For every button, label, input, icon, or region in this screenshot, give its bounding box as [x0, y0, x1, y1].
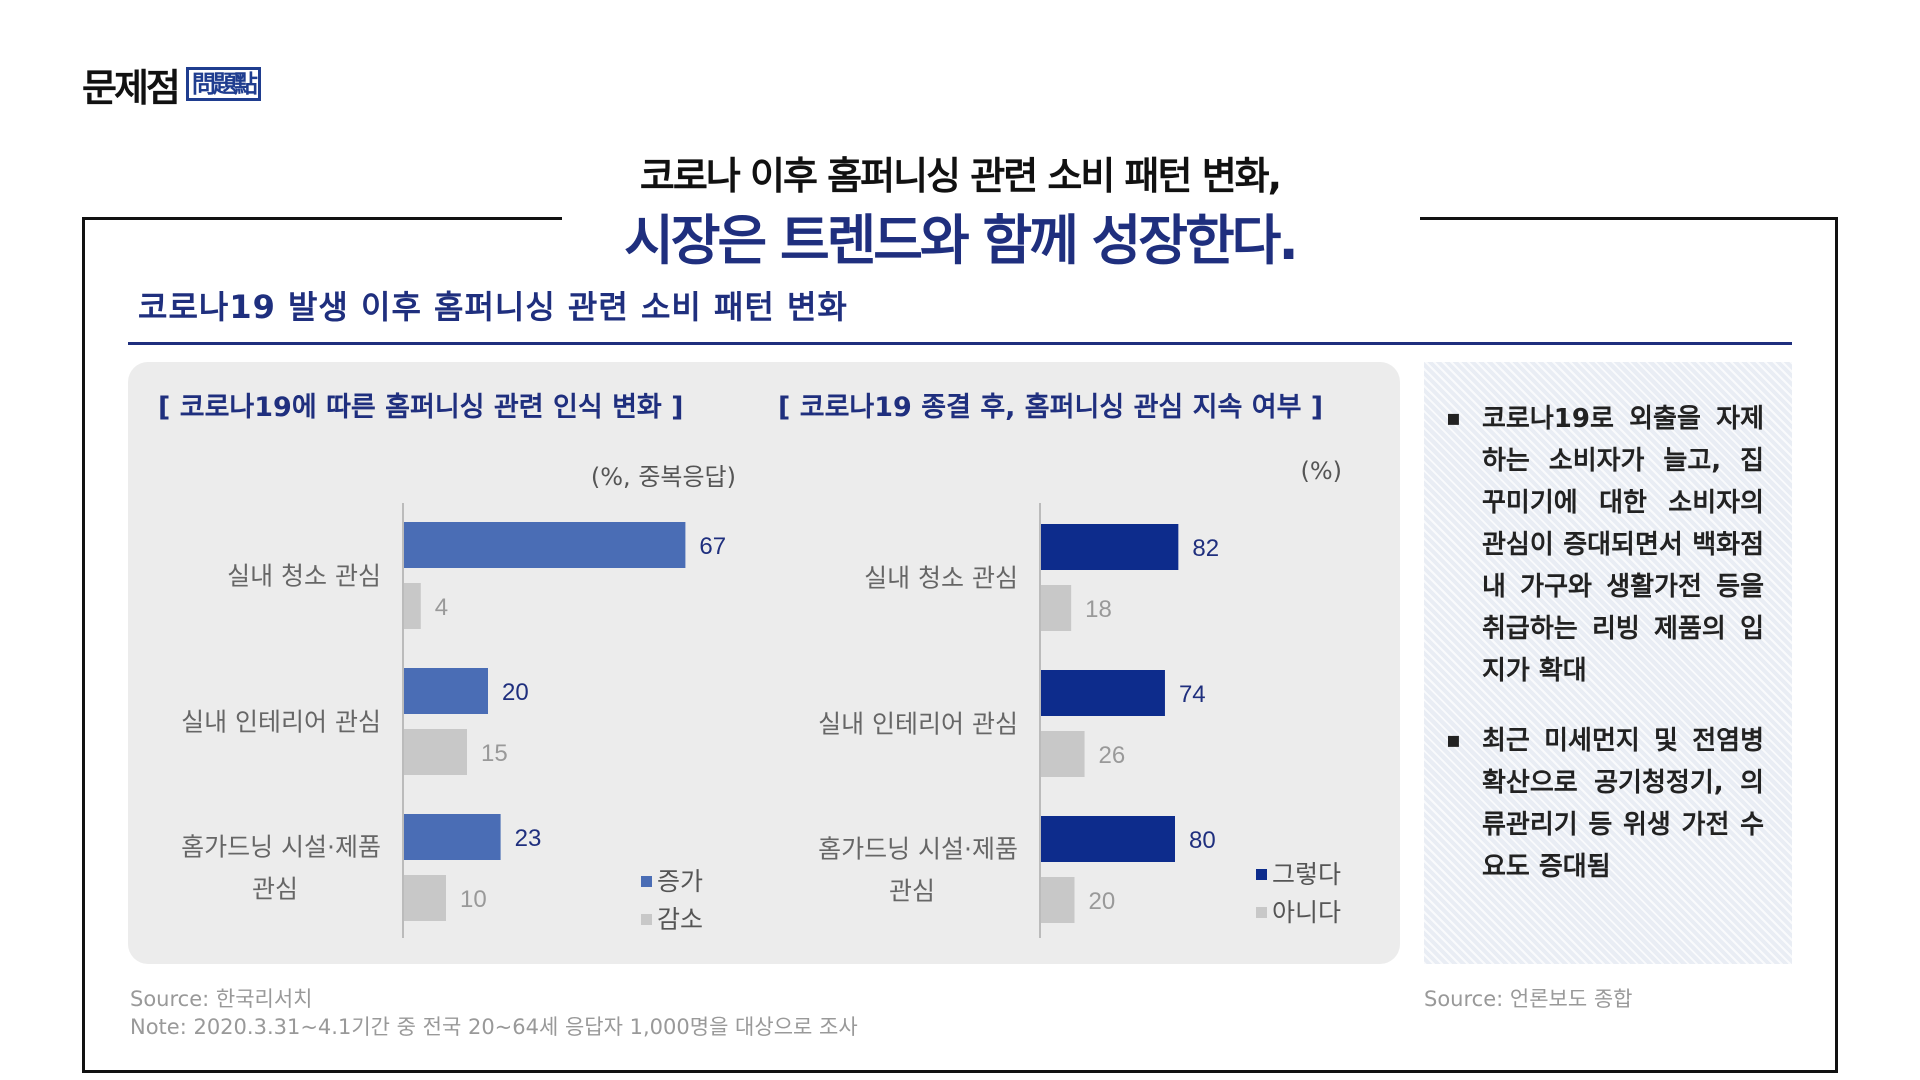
headline-line2: 시장은 트렌드와 함께 성장한다. [624, 209, 1299, 272]
left-source-text: Source: 한국리서치 [130, 987, 313, 1011]
chart1-bar-감소 [404, 729, 467, 775]
section-rule [128, 342, 1792, 345]
chart2-bar-그렇다 [1041, 670, 1165, 716]
chart1-data-label: 20 [502, 679, 529, 706]
chart2-unit: (%) [1300, 457, 1342, 485]
chart2-bar-그렇다 [1041, 816, 1175, 862]
chart2-bar-아니다 [1041, 585, 1072, 631]
chart2-category-label: 홈가드닝 시설·제품 [818, 835, 1018, 864]
chart1-bar-감소 [404, 583, 421, 629]
chart2-legend-label: 그렇다 [1272, 860, 1341, 889]
frame-top-left [82, 217, 562, 220]
chart2-bar-아니다 [1041, 731, 1085, 777]
chart2-legend-swatch [1256, 907, 1267, 918]
chart2-data-label: 82 [1192, 535, 1219, 562]
chart2-title: [ 코로나19 종결 후, 홈퍼니싱 관심 지속 여부 ] [778, 392, 1324, 423]
chart2-plot: 82 18 실내 청소 관심 74 26 실내 인테리어 관심 80 20 홈가드닝 시설·제품… [818, 503, 1341, 938]
chart1-category-label: 홈가드닝 시설·제품 [181, 833, 381, 862]
bullet-icon: ▪ [1446, 728, 1461, 753]
left-source: Source: 한국리서치 Note: 2020.3.31~4.1기간 중 전국… [130, 985, 858, 1041]
chart1-category-label: 관심 [252, 875, 298, 904]
chart1-legend-swatch [641, 914, 652, 925]
bullet-icon: ▪ [1446, 406, 1461, 431]
side-note-1: ▪ 코로나19로 외출을 자제하는 소비자가 늘고, 집 꾸미기에 대한 소비자… [1446, 398, 1770, 692]
chart2-bar-아니다 [1041, 877, 1075, 923]
side-note-2: ▪ 최근 미세먼지 및 전염병 확산으로 공기청정기, 의류관리기 등 위생 가… [1446, 720, 1770, 888]
chart1-data-label: 67 [699, 533, 726, 560]
chart1-data-label: 23 [515, 825, 542, 852]
side-notes: ▪ 코로나19로 외출을 자제하는 소비자가 늘고, 집 꾸미기에 대한 소비자… [1424, 362, 1792, 964]
chart2-data-label: 74 [1179, 681, 1206, 708]
chart1-category-label: 실내 인테리어 관심 [181, 708, 381, 737]
chart1-bar-감소 [404, 875, 446, 921]
side-note-text: 코로나19로 외출을 자제하는 소비자가 늘고, 집 꾸미기에 대한 소비자의 … [1482, 404, 1764, 686]
chart1-data-label: 10 [460, 886, 487, 913]
chart-panel [128, 362, 1400, 964]
chart2-data-label: 20 [1089, 888, 1116, 915]
chart2-legend-swatch [1256, 869, 1267, 880]
chart2-legend-label: 아니다 [1272, 898, 1341, 927]
chart2-data-label: 18 [1085, 596, 1112, 623]
chart1-title: [ 코로나19에 따른 홈퍼니싱 관련 인식 변화 ] [158, 392, 684, 423]
brand-main: 문제점 [82, 65, 181, 110]
chart1-legend-label: 감소 [657, 905, 703, 934]
chart2-category-label: 관심 [889, 877, 935, 906]
content-frame [82, 217, 1838, 1073]
chart2-category-label: 실내 청소 관심 [864, 564, 1018, 593]
chart1-legend-label: 증가 [657, 867, 703, 896]
left-note-text: Note: 2020.3.31~4.1기간 중 전국 20~64세 응답자 1,… [130, 1015, 858, 1039]
chart2-data-label: 26 [1099, 742, 1126, 769]
chart2-bar-그렇다 [1041, 524, 1179, 570]
chart1-data-label: 4 [435, 594, 448, 621]
right-source: Source: 언론보도 종합 [1424, 987, 1633, 1011]
chart1-category-label: 실내 청소 관심 [227, 562, 381, 591]
chart1-bar-증가 [404, 522, 686, 568]
brand-logo: 문제점 問題點 [82, 62, 261, 110]
frame-top-right [1420, 217, 1838, 220]
chart2-data-label: 80 [1189, 827, 1216, 854]
brand-sub: 問題點 [185, 67, 261, 101]
headline-line1: 코로나 이후 홈퍼니싱 관련 소비 패턴 변화, [639, 154, 1282, 198]
chart1-unit: (%, 중복응답) [590, 463, 736, 491]
chart2-category-label: 실내 인테리어 관심 [818, 710, 1018, 739]
chart1-plot: 67 4 실내 청소 관심 20 15 실내 인테리어 관심 23 10 홈가드닝 시설·제품관… [181, 503, 726, 938]
chart1-bar-증가 [404, 814, 501, 860]
chart1-bar-증가 [404, 668, 488, 714]
chart1-data-label: 15 [481, 740, 508, 767]
section-title: 코로나19 발생 이후 홈퍼니싱 관련 소비 패턴 변화 [138, 288, 848, 326]
side-note-text: 최근 미세먼지 및 전염병 확산으로 공기청정기, 의류관리기 등 위생 가전 … [1482, 726, 1764, 882]
chart1-legend-swatch [641, 876, 652, 887]
